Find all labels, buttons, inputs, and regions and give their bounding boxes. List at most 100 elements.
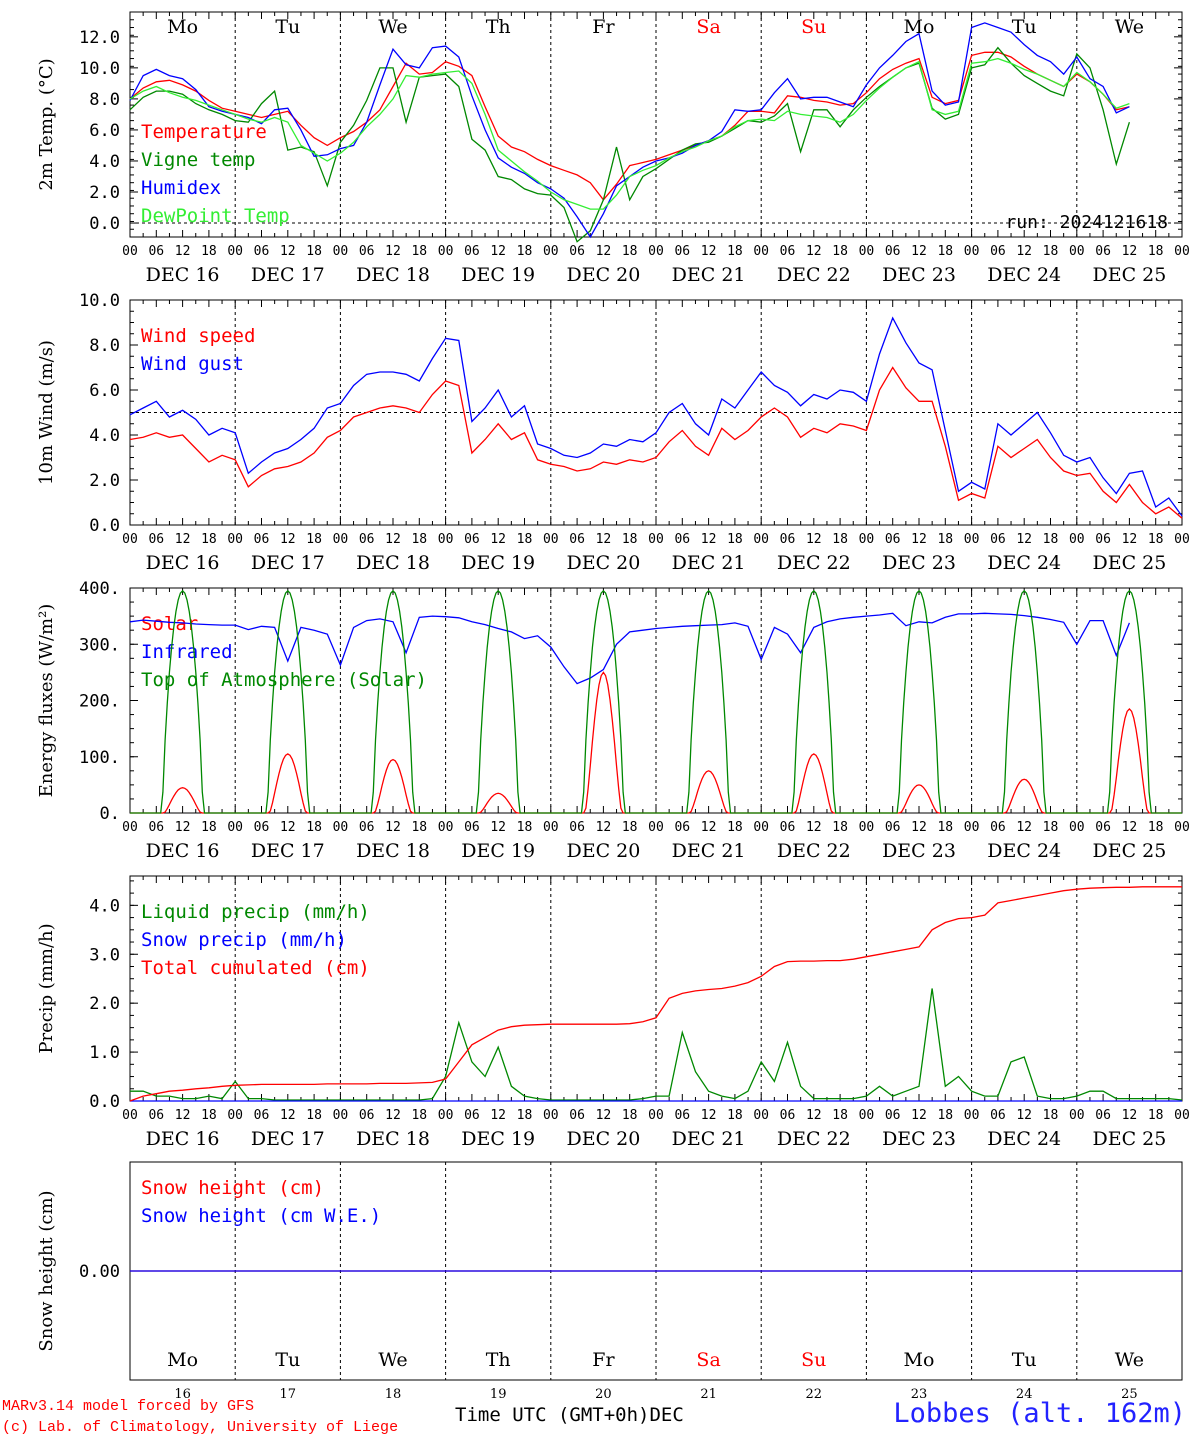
- weekday-label: Fr: [592, 1349, 615, 1371]
- hour-tick-label: 06: [359, 1108, 375, 1123]
- hour-tick-label: 00: [227, 1108, 243, 1123]
- day-number: 18: [385, 1387, 402, 1402]
- month-label: DEC: [649, 1404, 684, 1426]
- hour-tick-label: 12: [1122, 1108, 1138, 1123]
- hour-tick-label: 18: [727, 820, 743, 835]
- hour-tick-label: 06: [569, 532, 585, 547]
- weekday-label: Su: [801, 1349, 826, 1371]
- weekday-label: Tu: [1012, 16, 1037, 38]
- hour-tick-label: 00: [438, 820, 454, 835]
- legend-entry: Total cumulated (cm): [141, 957, 370, 979]
- hour-tick-label: 18: [1043, 820, 1059, 835]
- hour-tick-label: 12: [596, 1108, 612, 1123]
- hour-tick-label: 06: [674, 1108, 690, 1123]
- hour-tick-label: 12: [806, 244, 822, 259]
- legend-entry: DewPoint Temp: [141, 205, 290, 227]
- hour-tick-label: 18: [1043, 532, 1059, 547]
- hour-tick-label: 00: [543, 244, 559, 259]
- hour-tick-label: 00: [964, 1108, 980, 1123]
- day-number: 16: [174, 1387, 191, 1402]
- hour-tick-label: 12: [911, 532, 927, 547]
- station-label: Lobbes (alt. 162m): [893, 1398, 1186, 1429]
- hour-tick-label: 00: [227, 532, 243, 547]
- hour-tick-label: 06: [464, 820, 480, 835]
- date-label: DEC 18: [356, 552, 430, 574]
- hour-tick-label: 18: [306, 1108, 322, 1123]
- lab-credit: (c) Lab. of Climatology, University of L…: [2, 1419, 399, 1436]
- hour-tick-label: 00: [648, 820, 664, 835]
- hour-tick-label: 00: [227, 244, 243, 259]
- hour-tick-label: 00: [122, 820, 138, 835]
- hour-tick-label: 12: [701, 244, 717, 259]
- hour-tick-label: 06: [148, 244, 164, 259]
- hour-tick-label: 18: [517, 532, 533, 547]
- y-tick-label: 2.0: [89, 994, 120, 1014]
- hour-tick-label: 18: [622, 244, 638, 259]
- hour-tick-label: 12: [490, 244, 506, 259]
- hour-tick-label: 00: [753, 244, 769, 259]
- hour-tick-label: 12: [596, 244, 612, 259]
- hour-tick-label: 00: [1069, 244, 1085, 259]
- y-tick-label: 6.0: [89, 381, 120, 401]
- hour-tick-label: 00: [122, 244, 138, 259]
- legend-entry: Humidex: [141, 177, 221, 199]
- hour-tick-label: 18: [411, 1108, 427, 1123]
- hour-tick-label: 12: [490, 532, 506, 547]
- hour-tick-label: 18: [517, 1108, 533, 1123]
- hour-tick-label: 12: [911, 244, 927, 259]
- day-number: 17: [280, 1387, 297, 1402]
- legend-entry: Snow height (cm): [141, 1177, 324, 1199]
- hour-tick-label: 06: [569, 244, 585, 259]
- date-label: DEC 22: [777, 1128, 851, 1150]
- hour-tick-label: 18: [1148, 1108, 1164, 1123]
- hour-tick-label: 06: [674, 820, 690, 835]
- date-label: DEC 20: [566, 552, 640, 574]
- weekday-label: We: [1115, 1349, 1144, 1371]
- hour-tick-label: 12: [385, 532, 401, 547]
- hour-tick-label: 18: [1148, 244, 1164, 259]
- hour-tick-label: 00: [859, 244, 875, 259]
- y-tick-label: 400.: [79, 579, 120, 599]
- date-label: DEC 17: [251, 840, 325, 862]
- date-label: DEC 25: [1092, 552, 1166, 574]
- hour-tick-label: 18: [201, 244, 217, 259]
- hour-tick-label: 12: [806, 532, 822, 547]
- hour-tick-label: 12: [280, 532, 296, 547]
- model-credit: MARv3.14 model forced by GFS: [2, 1398, 255, 1415]
- hour-tick-label: 06: [674, 244, 690, 259]
- hour-tick-label: 00: [753, 1108, 769, 1123]
- hour-tick-label: 18: [622, 1108, 638, 1123]
- hour-tick-label: 12: [1122, 244, 1138, 259]
- hour-tick-label: 06: [990, 532, 1006, 547]
- hour-tick-label: 06: [885, 820, 901, 835]
- y-tick-label: 0.: [100, 804, 120, 824]
- weekday-label: Tu: [275, 16, 300, 38]
- y-axis-title: Energy fluxes (W/m²): [36, 604, 57, 798]
- hour-tick-label: 18: [201, 820, 217, 835]
- run-label: run: 2024121618: [1005, 212, 1168, 233]
- legend-entry: Snow height (cm W.E.): [141, 1205, 381, 1227]
- weekday-label: Fr: [592, 16, 615, 38]
- hour-tick-label: 12: [490, 1108, 506, 1123]
- date-label: DEC 18: [356, 1128, 430, 1150]
- hour-tick-label: 00: [438, 244, 454, 259]
- hour-tick-label: 06: [254, 532, 270, 547]
- date-label: DEC 23: [882, 1128, 956, 1150]
- y-tick-label: 8.0: [89, 90, 120, 110]
- hour-tick-label: 18: [411, 244, 427, 259]
- date-label: DEC 17: [251, 264, 325, 286]
- y-tick-label: 6.0: [89, 121, 120, 141]
- hour-tick-label: 12: [385, 1108, 401, 1123]
- legend-entry: Snow precip (mm/h): [141, 929, 347, 951]
- weekday-label: Tu: [1012, 1349, 1037, 1371]
- hour-tick-label: 00: [648, 244, 664, 259]
- day-number: 20: [595, 1387, 612, 1402]
- hour-tick-label: 06: [1095, 820, 1111, 835]
- hour-tick-label: 00: [964, 532, 980, 547]
- time-axis-text: Time UTC (GMT+0h): [455, 1404, 650, 1426]
- date-label: DEC 23: [882, 840, 956, 862]
- hour-tick-label: 06: [464, 532, 480, 547]
- hour-tick-label: 06: [780, 532, 796, 547]
- hour-tick-label: 12: [385, 820, 401, 835]
- hour-tick-label: 06: [464, 1108, 480, 1123]
